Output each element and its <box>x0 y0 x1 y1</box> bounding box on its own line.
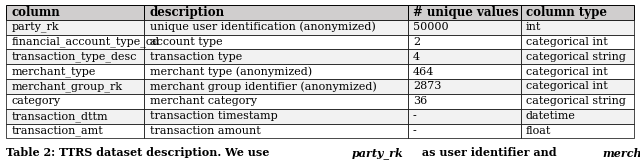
Bar <box>521 124 634 138</box>
Text: -: - <box>413 111 417 121</box>
Text: categorical string: categorical string <box>526 96 626 106</box>
Text: column: column <box>12 6 60 19</box>
Text: merchant category: merchant category <box>150 96 257 106</box>
Text: 36: 36 <box>413 96 427 106</box>
Text: 4: 4 <box>413 52 420 62</box>
Text: -: - <box>413 126 417 136</box>
Bar <box>521 49 634 64</box>
Text: transaction timestamp: transaction timestamp <box>150 111 277 121</box>
Text: unique user identification (anonymized): unique user identification (anonymized) <box>150 22 375 32</box>
Bar <box>145 109 408 124</box>
Text: transaction_dttm: transaction_dttm <box>12 111 108 122</box>
Bar <box>408 94 521 109</box>
Bar <box>6 64 145 79</box>
Text: categorical int: categorical int <box>526 81 607 91</box>
Bar <box>6 5 145 20</box>
Text: int: int <box>526 22 541 32</box>
Text: datetime: datetime <box>526 111 576 121</box>
Text: # unique values: # unique values <box>413 6 518 19</box>
Bar <box>6 34 145 49</box>
Bar <box>408 34 521 49</box>
Bar <box>408 49 521 64</box>
Bar <box>521 64 634 79</box>
Text: float: float <box>526 126 551 136</box>
Bar <box>408 79 521 94</box>
Bar <box>521 34 634 49</box>
Text: financial_account_type_cd: financial_account_type_cd <box>12 37 159 47</box>
Text: party_rk: party_rk <box>12 22 59 33</box>
Bar <box>408 5 521 20</box>
Bar <box>408 109 521 124</box>
Bar <box>6 94 145 109</box>
Bar <box>6 124 145 138</box>
Bar <box>6 20 145 34</box>
Bar <box>408 124 521 138</box>
Text: transaction_type_desc: transaction_type_desc <box>12 51 137 62</box>
Bar <box>521 94 634 109</box>
Bar <box>145 49 408 64</box>
Bar <box>145 64 408 79</box>
Text: 2: 2 <box>413 37 420 47</box>
Text: Table 2: TTRS dataset description. We use: Table 2: TTRS dataset description. We us… <box>6 147 274 158</box>
Bar <box>145 79 408 94</box>
Text: 2873: 2873 <box>413 81 442 91</box>
Bar <box>6 49 145 64</box>
Text: merchant group identifier (anonymized): merchant group identifier (anonymized) <box>150 81 376 92</box>
Text: merchant type (anonymized): merchant type (anonymized) <box>150 66 312 77</box>
Text: category: category <box>12 96 61 106</box>
Text: 50000: 50000 <box>413 22 449 32</box>
Text: as user identifier and: as user identifier and <box>418 147 561 158</box>
Text: merchant_group_rk: merchant_group_rk <box>12 81 123 92</box>
Bar <box>145 124 408 138</box>
Bar <box>6 79 145 94</box>
Text: transaction amount: transaction amount <box>150 126 260 136</box>
Bar <box>408 20 521 34</box>
Text: transaction type: transaction type <box>150 52 242 62</box>
Text: merchant_group_rk: merchant_group_rk <box>602 147 640 159</box>
Bar <box>145 20 408 34</box>
Bar <box>145 94 408 109</box>
Text: column type: column type <box>526 6 607 19</box>
Text: description: description <box>150 6 225 19</box>
Text: 464: 464 <box>413 67 435 77</box>
Bar <box>521 20 634 34</box>
Text: account type: account type <box>150 37 222 47</box>
Bar <box>408 64 521 79</box>
Bar <box>6 109 145 124</box>
Bar <box>145 34 408 49</box>
Bar <box>521 109 634 124</box>
Text: categorical int: categorical int <box>526 67 607 77</box>
Text: merchant_type: merchant_type <box>12 66 96 77</box>
Text: party_rk: party_rk <box>351 147 403 159</box>
Text: categorical int: categorical int <box>526 37 607 47</box>
Bar <box>145 5 408 20</box>
Bar <box>521 79 634 94</box>
Text: categorical string: categorical string <box>526 52 626 62</box>
Text: transaction_amt: transaction_amt <box>12 126 103 136</box>
Bar <box>521 5 634 20</box>
